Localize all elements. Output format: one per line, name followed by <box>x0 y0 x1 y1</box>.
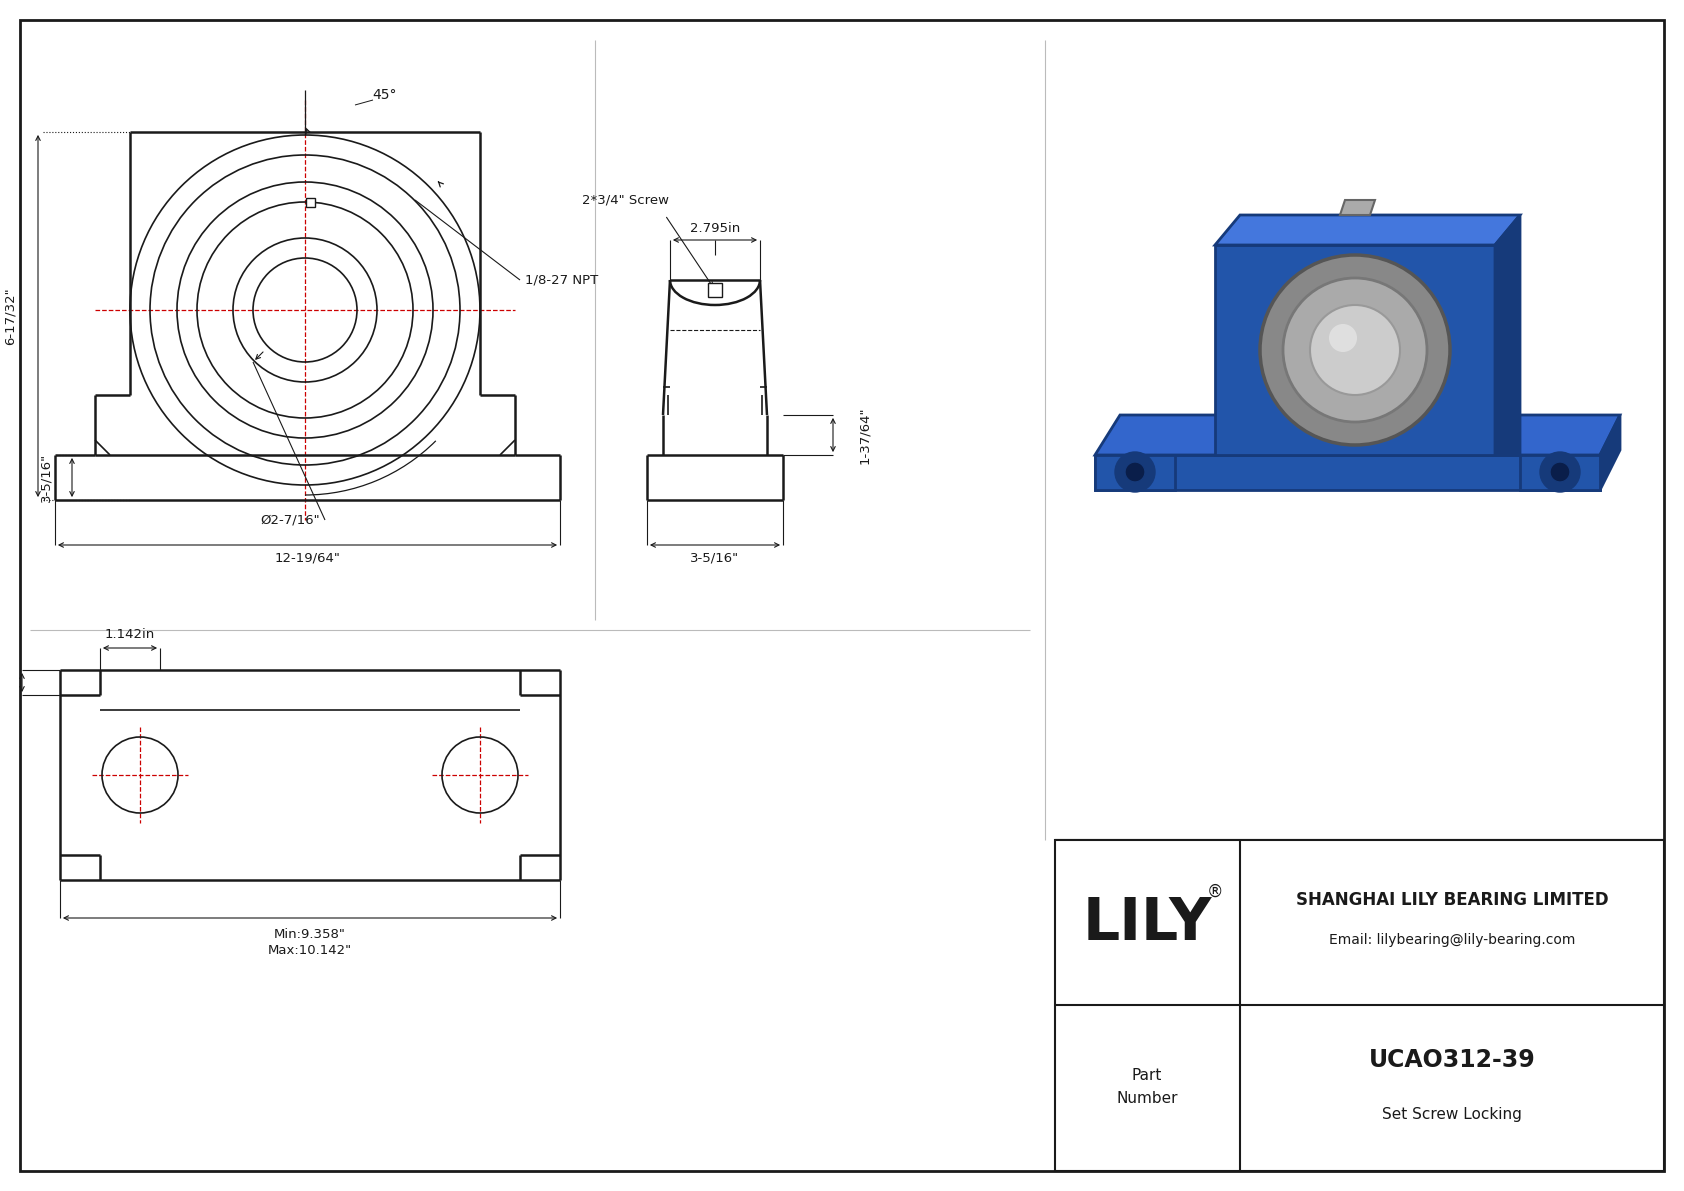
Polygon shape <box>1340 200 1376 216</box>
Circle shape <box>1125 462 1145 482</box>
Text: 2*3/4" Screw: 2*3/4" Screw <box>581 193 669 206</box>
Text: Max:10.142": Max:10.142" <box>268 943 352 956</box>
Text: 3-5/16": 3-5/16" <box>690 551 739 565</box>
Text: 3-5/16": 3-5/16" <box>39 453 52 503</box>
Text: ®: ® <box>1207 883 1223 902</box>
Polygon shape <box>1214 245 1495 455</box>
Text: 1.142in: 1.142in <box>104 629 155 642</box>
Circle shape <box>1329 324 1357 353</box>
Text: 45°: 45° <box>372 88 397 102</box>
Text: SHANGHAI LILY BEARING LIMITED: SHANGHAI LILY BEARING LIMITED <box>1295 891 1608 909</box>
Circle shape <box>1310 305 1399 395</box>
Polygon shape <box>1095 455 1175 490</box>
Polygon shape <box>1521 455 1600 490</box>
Text: 12-19/64": 12-19/64" <box>274 551 340 565</box>
Bar <box>306 198 315 207</box>
Text: LILY: LILY <box>1083 894 1212 952</box>
Circle shape <box>1115 453 1155 492</box>
Polygon shape <box>1600 414 1620 490</box>
Text: 1-37/64": 1-37/64" <box>859 406 872 463</box>
Polygon shape <box>1214 216 1521 245</box>
Text: Set Screw Locking: Set Screw Locking <box>1383 1108 1522 1122</box>
Polygon shape <box>1495 216 1521 455</box>
Circle shape <box>1539 453 1580 492</box>
Circle shape <box>1260 255 1450 445</box>
Text: 6-17/32": 6-17/32" <box>3 287 17 345</box>
Text: Min:9.358": Min:9.358" <box>274 928 345 941</box>
Text: Ø2-7/16": Ø2-7/16" <box>261 513 320 526</box>
Text: 2.795in: 2.795in <box>690 222 741 235</box>
Circle shape <box>1283 278 1426 422</box>
Bar <box>1054 840 1664 1171</box>
Text: Part
Number: Part Number <box>1116 1068 1177 1105</box>
Polygon shape <box>1095 455 1600 490</box>
Bar <box>707 283 722 297</box>
Text: UCAO312-39: UCAO312-39 <box>1369 1048 1536 1072</box>
Text: Email: lilybearing@lily-bearing.com: Email: lilybearing@lily-bearing.com <box>1329 933 1575 947</box>
Polygon shape <box>1095 414 1620 455</box>
Text: 1/8-27 NPT: 1/8-27 NPT <box>525 274 598 287</box>
Circle shape <box>1549 462 1569 482</box>
